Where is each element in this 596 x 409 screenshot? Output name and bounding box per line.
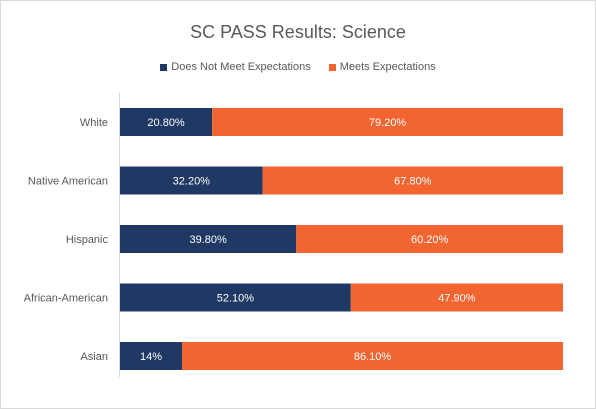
- data-label-asian-does-not-meet: 14%: [140, 351, 162, 363]
- data-label-african-american-does-not-meet: 52.10%: [217, 293, 255, 305]
- legend-label-does-not-meet: Does Not Meet Expectations: [171, 61, 311, 73]
- bar-hispanic-does-not-meet: [120, 225, 297, 253]
- data-label-hispanic-does-not-meet: 39.80%: [190, 234, 228, 246]
- legend-item-does-not-meet: Does Not Meet Expectations: [160, 61, 311, 73]
- legend-swatch-does-not-meet: [160, 63, 168, 71]
- category-label-native-american: Native American: [28, 176, 108, 188]
- bar-white-does-not-meet: [120, 108, 213, 136]
- bar-native-american-does-not-meet: [120, 166, 263, 195]
- bar-asian-meets: [182, 342, 563, 370]
- bar-white-meets: [212, 108, 564, 136]
- chart-title: SC PASS Results: Science: [190, 22, 406, 42]
- legend-item-meets: Meets Expectations: [328, 61, 436, 73]
- data-label-white-does-not-meet: 20.80%: [147, 117, 185, 129]
- bar-african-american-does-not-meet: [120, 283, 351, 312]
- bar-asian-does-not-meet: [120, 342, 183, 370]
- data-label-asian-meets: 86.10%: [354, 351, 392, 363]
- category-label-white: White: [80, 117, 108, 129]
- bar-african-american-meets: [350, 283, 563, 312]
- chart-legend: Does Not Meet Expectations Meets Expecta…: [0, 61, 596, 73]
- data-label-african-american-meets: 47.90%: [438, 293, 476, 305]
- bar-native-american-meets: [262, 166, 563, 195]
- data-label-native-american-meets: 67.80%: [394, 176, 432, 188]
- category-label-hispanic: Hispanic: [66, 234, 109, 246]
- data-label-native-american-does-not-meet: 32.20%: [173, 176, 211, 188]
- data-label-hispanic-meets: 60.20%: [411, 234, 449, 246]
- bar-groups: White 20.80% 79.20% Native American 32.20% 67…: [24, 108, 564, 370]
- legend-label-meets: Meets Expectations: [339, 61, 436, 73]
- category-label-asian: Asian: [80, 351, 108, 363]
- category-label-african-american: African-American: [24, 293, 108, 305]
- legend-swatch-meets: [328, 63, 336, 71]
- bar-hispanic-meets: [296, 225, 563, 253]
- data-label-white-meets: 79.20%: [369, 117, 407, 129]
